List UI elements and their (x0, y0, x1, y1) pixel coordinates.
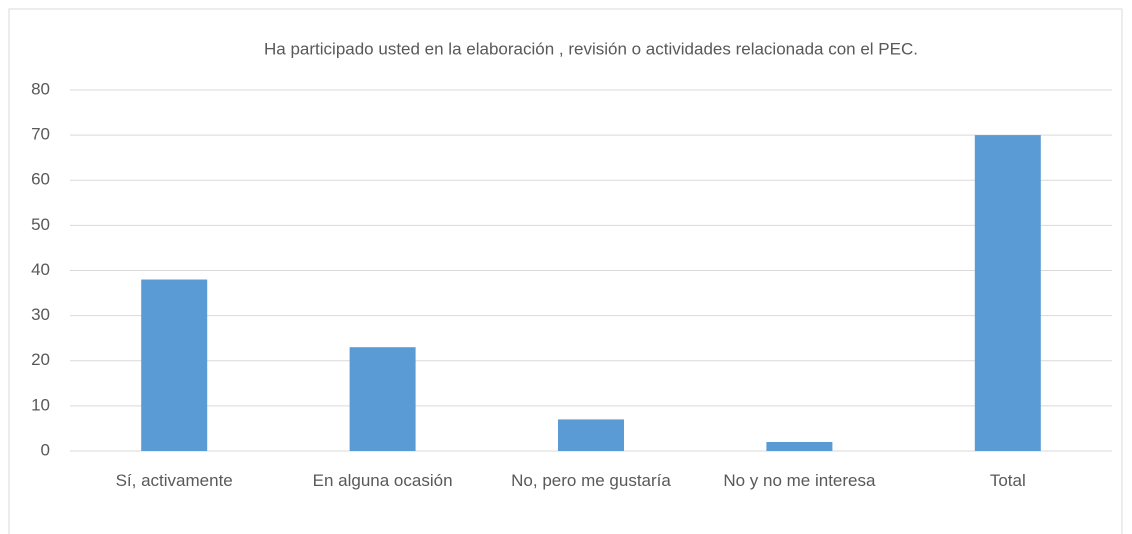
y-tick-label: 30 (31, 305, 50, 324)
x-tick-label: No, pero me gustaría (511, 471, 671, 490)
x-tick-label: Total (989, 471, 1026, 490)
y-tick-label: 40 (31, 260, 50, 279)
chart-frame (8, 8, 1123, 534)
bar (558, 419, 624, 451)
x-tick-label: En alguna ocasión (312, 471, 453, 490)
y-tick-label: 70 (31, 125, 50, 144)
y-tick-label: 0 (41, 440, 50, 459)
y-tick-label: 80 (31, 79, 50, 98)
x-tick-label: Sí, activamente (115, 471, 233, 490)
x-tick-label: No y no me interesa (723, 471, 876, 490)
y-tick-label: 60 (31, 170, 50, 189)
bar (349, 347, 416, 451)
y-tick-label: 20 (31, 350, 50, 369)
bar (766, 441, 833, 451)
y-tick-label: 10 (31, 395, 50, 414)
bar (974, 135, 1041, 451)
bar (141, 279, 208, 451)
chart-title: Ha participado usted en la elaboración ,… (264, 39, 918, 58)
y-tick-label: 50 (31, 215, 50, 234)
